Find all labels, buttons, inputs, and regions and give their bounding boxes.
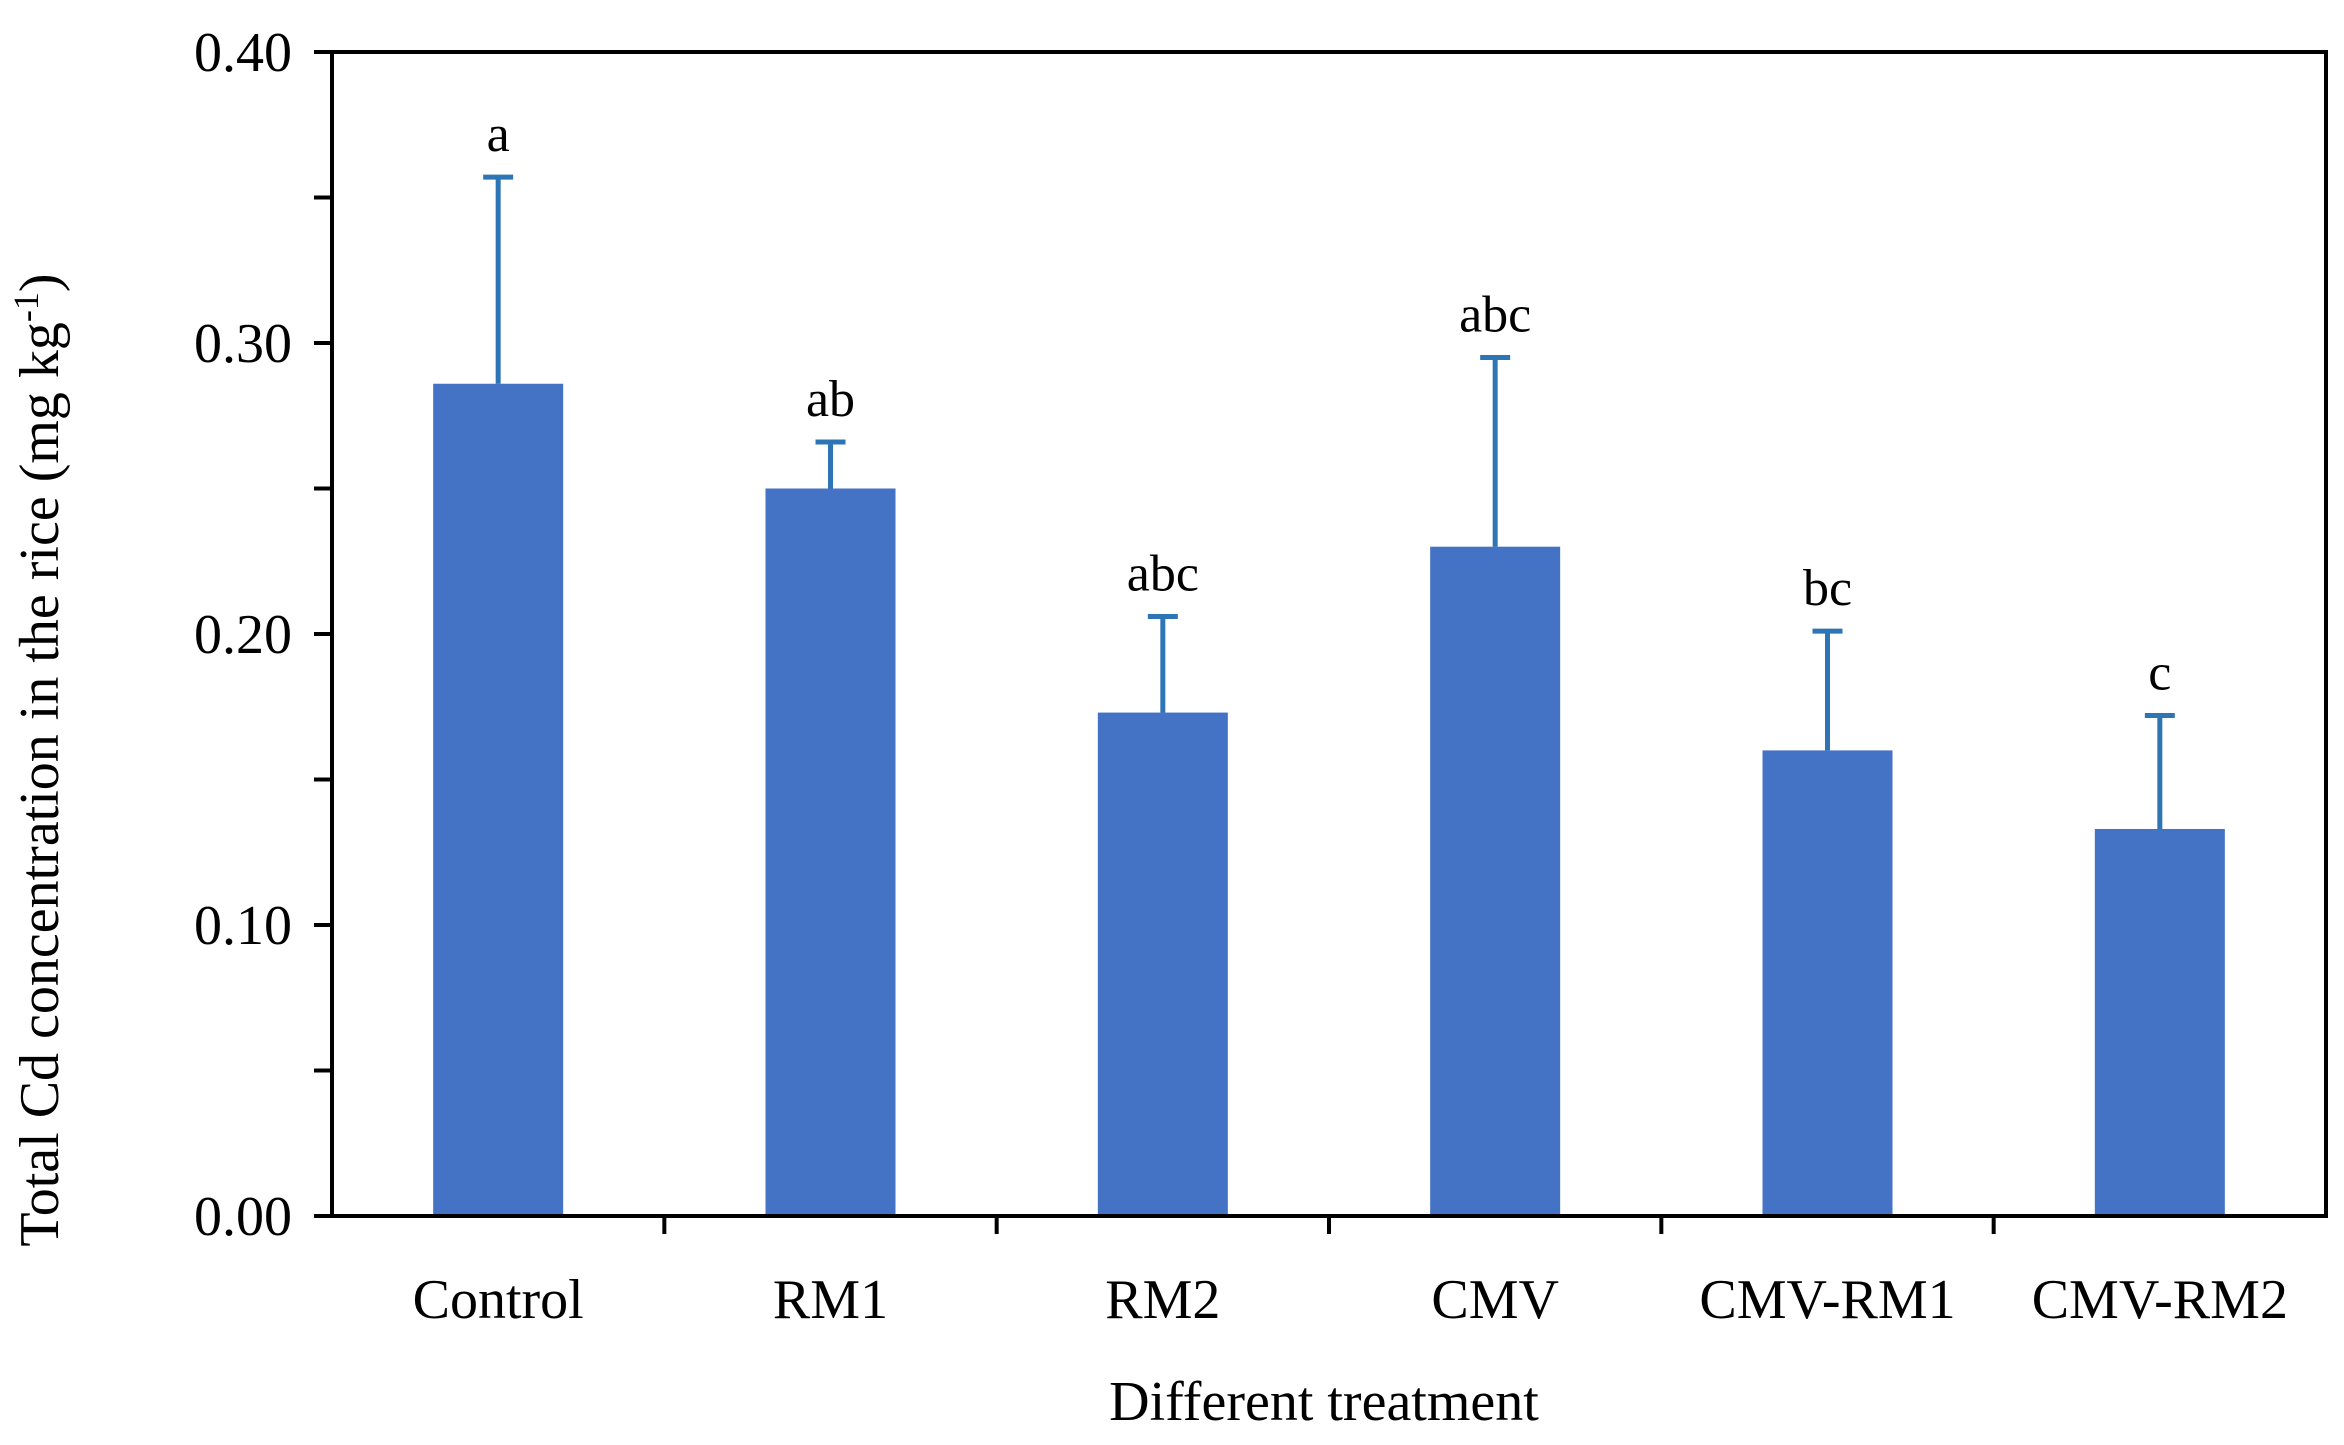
bar-cmv bbox=[1430, 546, 1561, 1216]
bar-rm1 bbox=[765, 488, 896, 1216]
significance-label-cmv-rm1: bc bbox=[1803, 560, 1852, 617]
y-axis-title: Total Cd concentration in the rice (mg k… bbox=[6, 273, 71, 1246]
x-tick-label-cmv: CMV bbox=[1431, 1269, 1559, 1331]
significance-label-cmv: abc bbox=[1459, 287, 1531, 344]
y-axis: 0.00 0.10 0.20 0.30 0.40 bbox=[194, 22, 332, 1248]
significance-label-cmv-rm2: c bbox=[2148, 644, 2171, 701]
x-tick-label-rm1: RM1 bbox=[773, 1269, 888, 1331]
x-axis-title: Different treatment bbox=[1109, 1371, 1539, 1433]
y-tick-label: 0.40 bbox=[194, 22, 292, 84]
significance-label-rm2: abc bbox=[1127, 546, 1199, 603]
bar-rm2 bbox=[1097, 712, 1228, 1216]
y-axis-title-sup: -1 bbox=[6, 292, 46, 322]
bar-control bbox=[433, 383, 564, 1216]
y-tick-label: 0.00 bbox=[194, 1186, 292, 1248]
y-axis-title-main: Total Cd concentration in the rice (mg k… bbox=[9, 322, 71, 1246]
y-tick-label: 0.10 bbox=[194, 895, 292, 957]
x-tick-label-cmv-rm1: CMV-RM1 bbox=[1699, 1269, 1955, 1331]
bar-cmv-rm2 bbox=[2094, 828, 2225, 1216]
x-axis: Control RM1 RM2 CMV CMV-RM1 CMV-RM2 bbox=[413, 1216, 2288, 1331]
x-tick-label-control: Control bbox=[413, 1269, 584, 1331]
y-axis-title-close: ) bbox=[9, 273, 71, 292]
bar-cmv-rm1 bbox=[1762, 750, 1893, 1216]
significance-label-control: a bbox=[487, 106, 510, 163]
plot-area: a ab abc abc bc c bbox=[330, 50, 2328, 1218]
y-tick-label: 0.30 bbox=[194, 313, 292, 375]
y-tick-label: 0.20 bbox=[194, 604, 292, 666]
significance-label-rm1: ab bbox=[806, 371, 855, 428]
plot-frame bbox=[330, 50, 2328, 1218]
x-tick-label-rm2: RM2 bbox=[1105, 1269, 1220, 1331]
x-tick-label-cmv-rm2: CMV-RM2 bbox=[2032, 1269, 2288, 1331]
